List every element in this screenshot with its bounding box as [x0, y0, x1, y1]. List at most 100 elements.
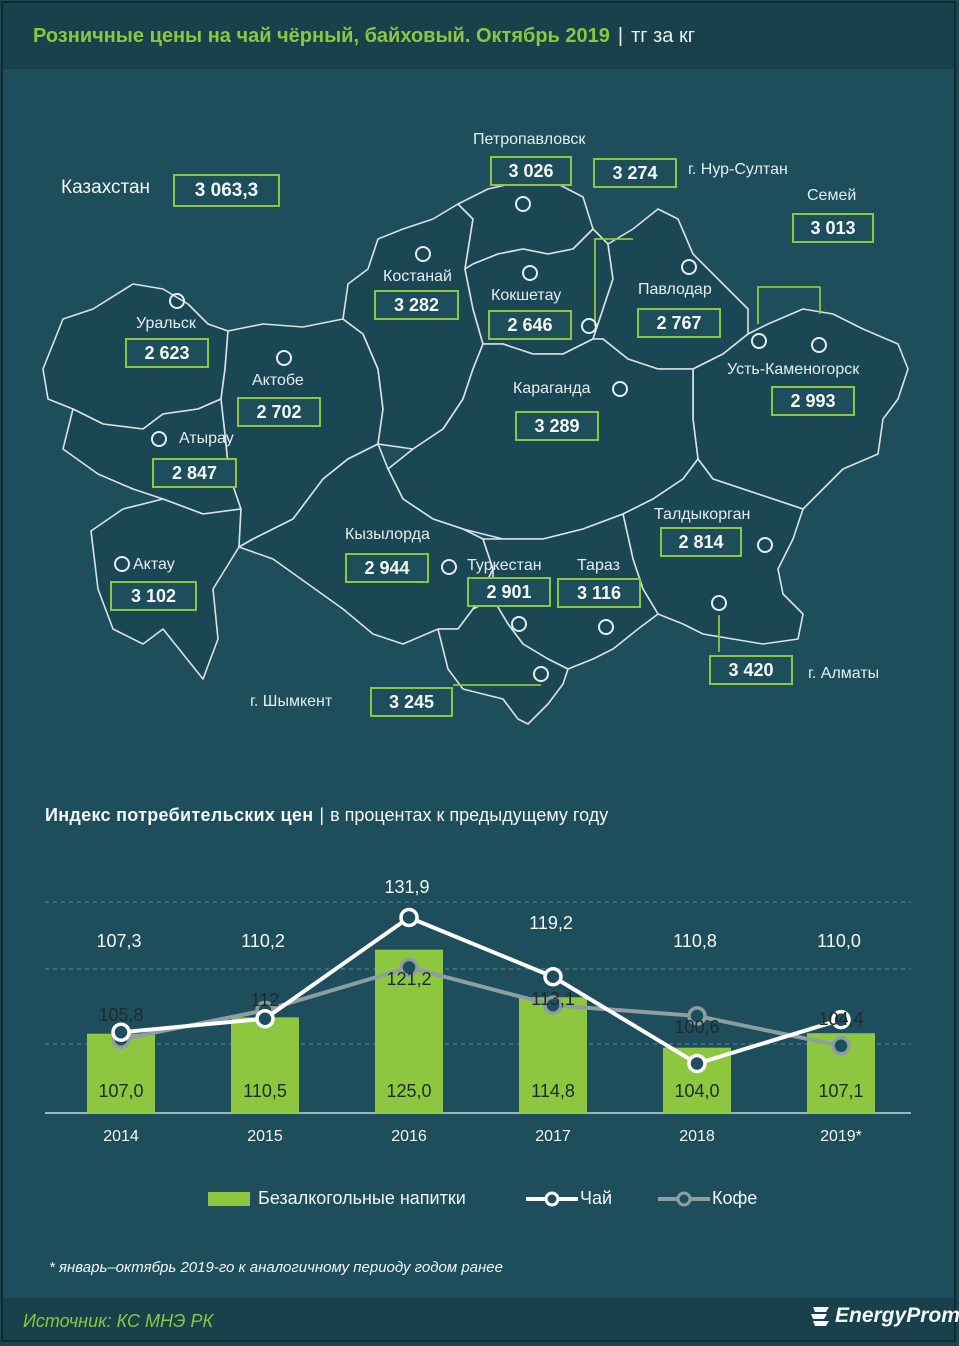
- legend-swatch-tea: [526, 1191, 578, 1207]
- region-value-aktau: 3 102: [110, 581, 197, 611]
- region-name-kokshetau: Кокшетау: [491, 287, 562, 304]
- city-marker-atyrau: [151, 431, 167, 447]
- region-value-kyzylorda: 2 944: [345, 553, 429, 583]
- kazakhstan-label: Казахстан: [61, 177, 151, 198]
- data-label-tea-3: 119,2: [529, 913, 573, 933]
- data-label-tea-4: 110,8: [673, 931, 717, 951]
- region-name-semey: Семей: [807, 187, 857, 204]
- point-tea-5: [831, 1009, 851, 1030]
- page-title: Розничные цены на чай чёрный, байховый. …: [33, 25, 695, 48]
- city-marker-aktau: [114, 556, 130, 572]
- legend-item-coffee: Кофе: [656, 1188, 757, 1209]
- point-tea-3: [543, 966, 563, 987]
- region-name-turkestan: Туркестан: [467, 557, 542, 574]
- cpi-chart: 107,0 110,5 125,0 114,8 104,0 107,1 2014 2015 20…: [45, 877, 911, 1145]
- x-tick-label-2: 2016: [391, 1128, 427, 1145]
- title-text: Розничные цены на чай чёрный, байховый. …: [33, 25, 610, 47]
- footnote: * январь–октябрь 2019-го к аналогичному …: [49, 1259, 503, 1276]
- bar-label-drinks-0: 107,0: [98, 1081, 143, 1101]
- point-coffee-5: [831, 1036, 851, 1056]
- region-value-nur-sultan: 3 274: [593, 158, 677, 188]
- bar-label-drinks-2: 125,0: [386, 1081, 431, 1101]
- footer-band: [3, 1298, 954, 1340]
- city-marker-pavlodar: [681, 259, 697, 275]
- city-marker-karaganda: [612, 381, 628, 397]
- city-marker-semey: [751, 333, 767, 349]
- region-name-kostanay: Костанай: [383, 268, 452, 285]
- legend-label-drinks: Безалкогольные напитки: [258, 1188, 466, 1208]
- kazakhstan-value-box: 3 063,3: [173, 174, 280, 207]
- point-coffee-3: [543, 995, 563, 1015]
- region-value-kokshetau: 2 646: [488, 310, 572, 340]
- cpi-title-subtitle: в процентах к предыдущему году: [330, 805, 609, 825]
- region-value-uralsk: 2 623: [125, 338, 209, 368]
- bar-label-drinks-1: 110,5: [243, 1081, 287, 1101]
- city-marker-petropavlovsk: [515, 196, 531, 212]
- region-name-aktau: Актау: [133, 556, 175, 573]
- region-name-petropavlovsk: Петропавловск: [473, 131, 586, 148]
- point-tea-1: [255, 1008, 275, 1029]
- data-label-coffee-4: 100,6: [674, 1017, 719, 1037]
- x-tick-label-1: 2015: [247, 1128, 283, 1145]
- data-label-coffee-0: 105,8: [98, 1005, 143, 1025]
- region-value-petropavlovsk: 3 026: [490, 156, 572, 186]
- region-value-almaty: 3 420: [709, 655, 793, 685]
- region-value-atyrau: 2 847: [152, 458, 237, 488]
- data-label-tea-5: 110,0: [817, 931, 861, 951]
- region-name-taraz: Тараз: [577, 557, 620, 574]
- title-separator: |: [617, 25, 624, 47]
- line-tea: [120, 915, 842, 1066]
- bar-drinks-2015: [231, 1017, 299, 1113]
- region-name-taldykorgan: Талдыкорган: [654, 506, 751, 523]
- legend-swatch-drinks: [208, 1192, 250, 1207]
- region-name-atyrau: Атырау: [179, 430, 234, 447]
- source-text: Источник: КС МНЭ РК: [23, 1311, 214, 1331]
- cpi-title-separator: |: [319, 805, 325, 825]
- legend-swatch-coffee: [658, 1191, 710, 1207]
- city-marker-almaty: [711, 595, 727, 611]
- region-value-pavlodar: 2 767: [637, 308, 721, 338]
- region-value-taldykorgan: 2 814: [660, 527, 742, 557]
- leader-semey: [757, 286, 821, 324]
- cpi-chart-title: Индекс потребительских цен | в процентах к…: [45, 805, 608, 826]
- bar-label-drinks-4: 104,0: [674, 1081, 719, 1101]
- legend-item-drinks: Безалкогольные напитки: [208, 1188, 466, 1209]
- line-coffee: [120, 965, 842, 1048]
- region-name-nur-sultan: г. Нур-Султан: [688, 161, 788, 178]
- x-tick-label-0: 2014: [103, 1128, 139, 1145]
- city-marker-aktobe: [276, 350, 292, 366]
- city-marker-uralsk: [169, 293, 185, 309]
- region-value-kostanay: 3 282: [374, 290, 459, 320]
- city-marker-kokshetau: [522, 265, 538, 281]
- region-name-aktobe: Актобе: [252, 372, 304, 389]
- x-tick-label-4: 2018: [679, 1128, 715, 1145]
- header-band: [3, 3, 954, 69]
- city-marker-taldykorgan: [757, 537, 773, 553]
- region-value-taraz: 3 116: [557, 578, 641, 608]
- data-label-tea-2: 131,9: [384, 877, 429, 897]
- data-label-tea-0: 107,3: [96, 931, 141, 951]
- logo-text: EnergyProm: [835, 1304, 959, 1327]
- city-marker-nur-sultan: [581, 318, 597, 334]
- city-marker-shymkent: [533, 666, 549, 682]
- region-value-karaganda: 3 289: [515, 411, 599, 441]
- region-value-aktobe: 2 702: [237, 397, 321, 427]
- city-marker-ust-kamenogorsk: [811, 337, 827, 353]
- region-name-kyzylorda: Кызылорда: [345, 526, 430, 543]
- city-marker-taraz: [598, 619, 614, 635]
- x-tick-label-5: 2019*: [820, 1128, 862, 1145]
- energyprom-logo: EnergyProm: [809, 1304, 959, 1328]
- region-name-shymkent: г. Шымкент: [250, 693, 333, 710]
- title-unit: тг за кг: [631, 25, 696, 47]
- data-label-coffee-2: 121,2: [386, 969, 431, 989]
- legend-label-coffee: Кофе: [712, 1188, 758, 1208]
- x-tick-label-3: 2017: [535, 1128, 571, 1145]
- bar-label-drinks-3: 114,8: [531, 1081, 575, 1101]
- city-marker-turkestan: [511, 616, 527, 632]
- data-label-coffee-1: 112: [251, 990, 280, 1010]
- bar-drinks-2017: [519, 997, 587, 1113]
- city-marker-kyzylorda: [441, 559, 457, 575]
- region-name-karaganda: Караганда: [513, 380, 591, 397]
- region-name-almaty: г. Алматы: [808, 665, 880, 682]
